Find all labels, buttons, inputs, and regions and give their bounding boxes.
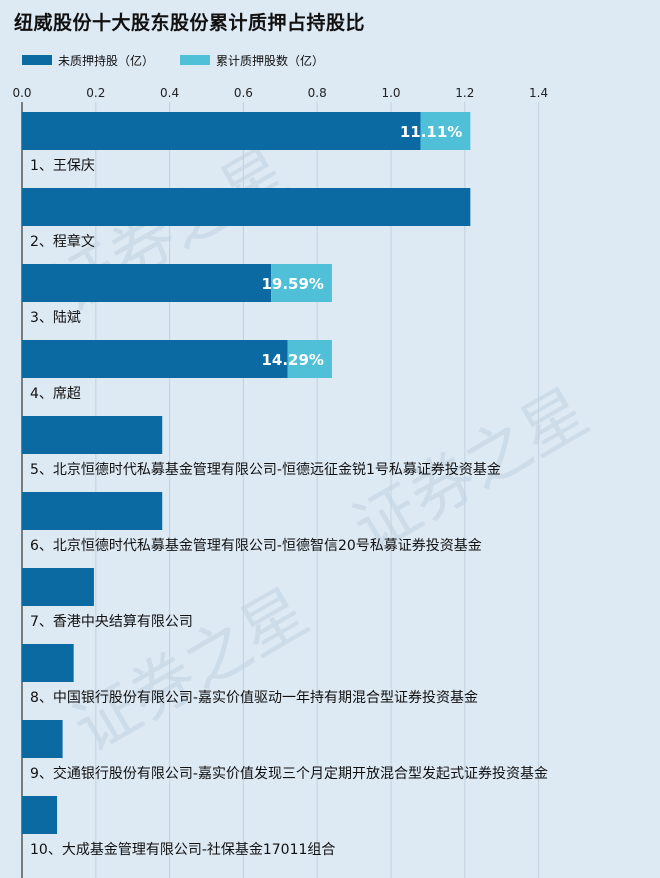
category-label: 4、席超 <box>30 386 81 402</box>
bar-segment <box>22 264 272 302</box>
category-label: 9、交通银行股份有限公司-嘉实价值发现三个月定期开放混合型发起式证券投资基金 <box>30 765 548 782</box>
category-label: 10、大成基金管理有限公司-社保基金17011组合 <box>30 841 335 858</box>
bar-segment <box>22 416 163 454</box>
legend-label-unpledged: 未质押持股（亿） <box>58 54 155 68</box>
bar-segment <box>22 112 421 150</box>
x-tick-label: 1.4 <box>529 86 548 100</box>
bar-segment <box>271 264 332 302</box>
x-tick-label: 0.2 <box>86 86 105 100</box>
category-label: 7、香港中央结算有限公司 <box>30 614 193 630</box>
bar-segment <box>287 340 332 378</box>
bar-data-label: 19.59% <box>261 275 323 293</box>
category-label: 6、北京恒德时代私募基金管理有限公司-恒德智信20号私募证券投资基金 <box>30 537 482 554</box>
x-tick-label: 0.4 <box>160 86 179 100</box>
category-label: 8、中国银行股份有限公司-嘉实价值驱动一年持有期混合型证券投资基金 <box>30 689 478 706</box>
legend-swatch-pledged <box>180 55 210 65</box>
x-tick-label: 0.0 <box>12 86 31 100</box>
x-tick-label: 1.2 <box>455 86 474 100</box>
category-label: 5、北京恒德时代私募基金管理有限公司-恒德远征金锐1号私募证券投资基金 <box>30 461 501 478</box>
x-tick-label: 1.0 <box>381 86 400 100</box>
chart-title: 纽威股份十大股东股份累计质押占持股比 <box>14 12 366 34</box>
legend-swatch-unpledged <box>22 55 52 65</box>
bar-segment <box>22 796 58 834</box>
bar-segment <box>22 644 74 682</box>
bar-segment <box>22 340 288 378</box>
x-tick-label: 0.8 <box>308 86 327 100</box>
category-label: 2、程章文 <box>30 233 95 250</box>
bar-data-label: 11.11% <box>400 123 462 141</box>
bar-data-label: 14.29% <box>261 351 323 369</box>
legend-label-pledged: 累计质押股数（亿） <box>216 54 325 68</box>
bar-segment <box>22 720 63 758</box>
bar-segment <box>420 112 471 150</box>
bar-segment <box>22 568 94 606</box>
x-tick-label: 0.6 <box>234 86 253 100</box>
category-label: 3、陆斌 <box>30 310 81 326</box>
bar-segment <box>22 188 471 226</box>
bar-segment <box>22 492 163 530</box>
category-label: 1、王保庆 <box>30 158 95 174</box>
